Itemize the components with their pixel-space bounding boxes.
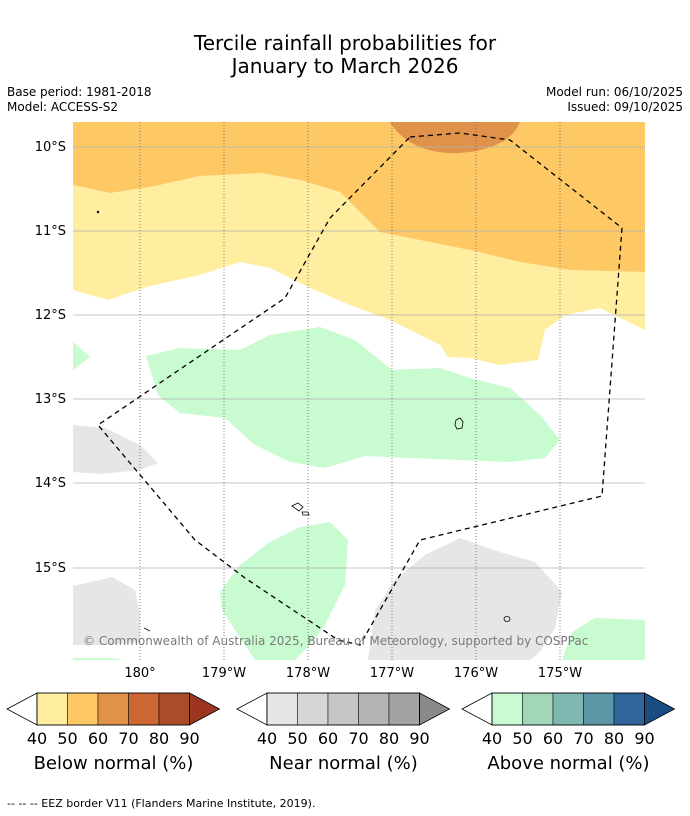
footnote: -- -- -- EEZ border V11 (Flanders Marine… bbox=[7, 797, 316, 810]
colorbar-extend-high bbox=[644, 692, 676, 726]
island-outline bbox=[301, 511, 310, 516]
title-line-1: Tercile rainfall probabilities for bbox=[193, 31, 497, 55]
title-line-2: January to March 2026 bbox=[231, 54, 459, 78]
colorbar-segment bbox=[358, 692, 390, 726]
map-plot: © Commonwealth of Australia 2025, Bureau… bbox=[73, 122, 645, 660]
colorbar-segment bbox=[613, 692, 645, 726]
colorbar-segment bbox=[583, 692, 615, 726]
colorbar-segment bbox=[491, 692, 523, 726]
colorbar-segment bbox=[36, 692, 68, 726]
colorbar-tick-label: 60 bbox=[88, 729, 108, 748]
colorbar-tick-label: 40 bbox=[27, 729, 47, 748]
island-outline bbox=[143, 627, 151, 632]
eez-border bbox=[97, 132, 623, 646]
colorbar-segment bbox=[522, 692, 554, 726]
colorbar-tick-label: 60 bbox=[543, 729, 563, 748]
colorbar-below-normal: 40 50 60 70 80 90 bbox=[6, 692, 221, 748]
meta-right: Model run: 06/10/2025 Issued: 09/10/2025 bbox=[546, 85, 683, 115]
lon-labels: 180° 179°W 178°W 177°W 176°W 175°W bbox=[124, 666, 582, 681]
islands bbox=[96, 210, 511, 632]
meta-left: Base period: 1981-2018 Model: ACCESS-S2 bbox=[7, 85, 152, 115]
colorbar-tick-label: 40 bbox=[482, 729, 502, 748]
colorbar-segment bbox=[297, 692, 329, 726]
colorbar-tick-label: 50 bbox=[287, 729, 307, 748]
below-normal-60-region bbox=[390, 122, 520, 154]
colorbar-tick-label: 90 bbox=[179, 729, 199, 748]
lat-label: 13°S bbox=[35, 392, 66, 407]
model-name: Model: ACCESS-S2 bbox=[7, 100, 119, 114]
colorbar-segment bbox=[67, 692, 99, 726]
colorbar-tick-label: 40 bbox=[257, 729, 277, 748]
near-normal-40-region-west bbox=[73, 425, 158, 474]
colorbar-extend-low bbox=[6, 692, 38, 726]
colorbar-title-above: Above normal (%) bbox=[487, 753, 650, 774]
island-outline bbox=[454, 417, 464, 430]
issued-date: Issued: 09/10/2025 bbox=[567, 100, 683, 114]
lon-label: 177°W bbox=[370, 666, 414, 681]
lon-label: 175°W bbox=[538, 666, 582, 681]
below-normal-40-region bbox=[73, 173, 645, 365]
colorbar-tick-label: 60 bbox=[318, 729, 338, 748]
lon-label: 179°W bbox=[202, 666, 246, 681]
colorbar-tick-label: 80 bbox=[149, 729, 169, 748]
colorbar-tick-label: 90 bbox=[634, 729, 654, 748]
colorbar-segment bbox=[158, 692, 190, 726]
lon-label: 178°W bbox=[286, 666, 330, 681]
colorbar-segment bbox=[266, 692, 298, 726]
lat-label: 10°S bbox=[35, 140, 66, 155]
colorbar-tick-label: 80 bbox=[604, 729, 624, 748]
lat-label: 15°S bbox=[35, 561, 66, 576]
colorbar-segment bbox=[327, 692, 359, 726]
graticule bbox=[73, 122, 645, 660]
above-normal-40-region-central bbox=[146, 327, 560, 468]
colorbar-tick-label: 70 bbox=[348, 729, 368, 748]
map-title: Tercile rainfall probabilities for Janua… bbox=[0, 32, 690, 78]
near-normal-40-region-south bbox=[368, 538, 562, 660]
colorbar-above-normal: 40 50 60 70 80 90 bbox=[461, 692, 676, 748]
colorbar-segment bbox=[552, 692, 584, 726]
copyright-notice: © Commonwealth of Australia 2025, Bureau… bbox=[83, 634, 588, 648]
lat-label: 14°S bbox=[35, 476, 66, 491]
island-outline bbox=[503, 616, 511, 622]
lon-label: 176°W bbox=[454, 666, 498, 681]
near-normal-40-region-southwest bbox=[73, 577, 140, 645]
lat-label: 11°S bbox=[35, 224, 66, 239]
island-outline bbox=[96, 210, 100, 214]
colorbar-extend-high bbox=[419, 692, 451, 726]
base-period: Base period: 1981-2018 bbox=[7, 85, 152, 99]
colorbar-near-normal: 40 50 60 70 80 90 bbox=[236, 692, 451, 748]
colorbar-extend-low bbox=[461, 692, 493, 726]
colorbar-segment bbox=[128, 692, 160, 726]
colorbar-segment bbox=[97, 692, 129, 726]
below-normal-50-region bbox=[73, 122, 645, 272]
colorbar-tick-label: 50 bbox=[57, 729, 77, 748]
colorbar-frame bbox=[36, 692, 190, 726]
above-normal-40-region-west bbox=[73, 342, 90, 370]
colorbar-tick-label: 50 bbox=[512, 729, 532, 748]
colorbar-tick-label: 90 bbox=[409, 729, 429, 748]
colorbar-extend-low bbox=[236, 692, 268, 726]
colorbar-title-below: Below normal (%) bbox=[33, 753, 194, 774]
above-normal-40-region-southwest bbox=[73, 658, 125, 660]
lat-label: 12°S bbox=[35, 308, 66, 323]
colorbar-segment bbox=[388, 692, 420, 726]
colorbar-title-near: Near normal (%) bbox=[269, 753, 418, 774]
model-run: Model run: 06/10/2025 bbox=[545, 85, 683, 99]
colorbar-tick-label: 70 bbox=[118, 729, 138, 748]
island-outline bbox=[291, 502, 304, 512]
colorbar-tick-label: 70 bbox=[573, 729, 593, 748]
colorbar-frame bbox=[266, 692, 420, 726]
colorbar-tick-label: 80 bbox=[379, 729, 399, 748]
lon-label: 180° bbox=[124, 666, 155, 681]
colorbar-extend-high bbox=[189, 692, 221, 726]
above-normal-40-region-southeast bbox=[562, 618, 645, 660]
colorbar-frame bbox=[491, 692, 645, 726]
lat-labels: 10°S 11°S 12°S 13°S 14°S 15°S bbox=[35, 140, 66, 576]
